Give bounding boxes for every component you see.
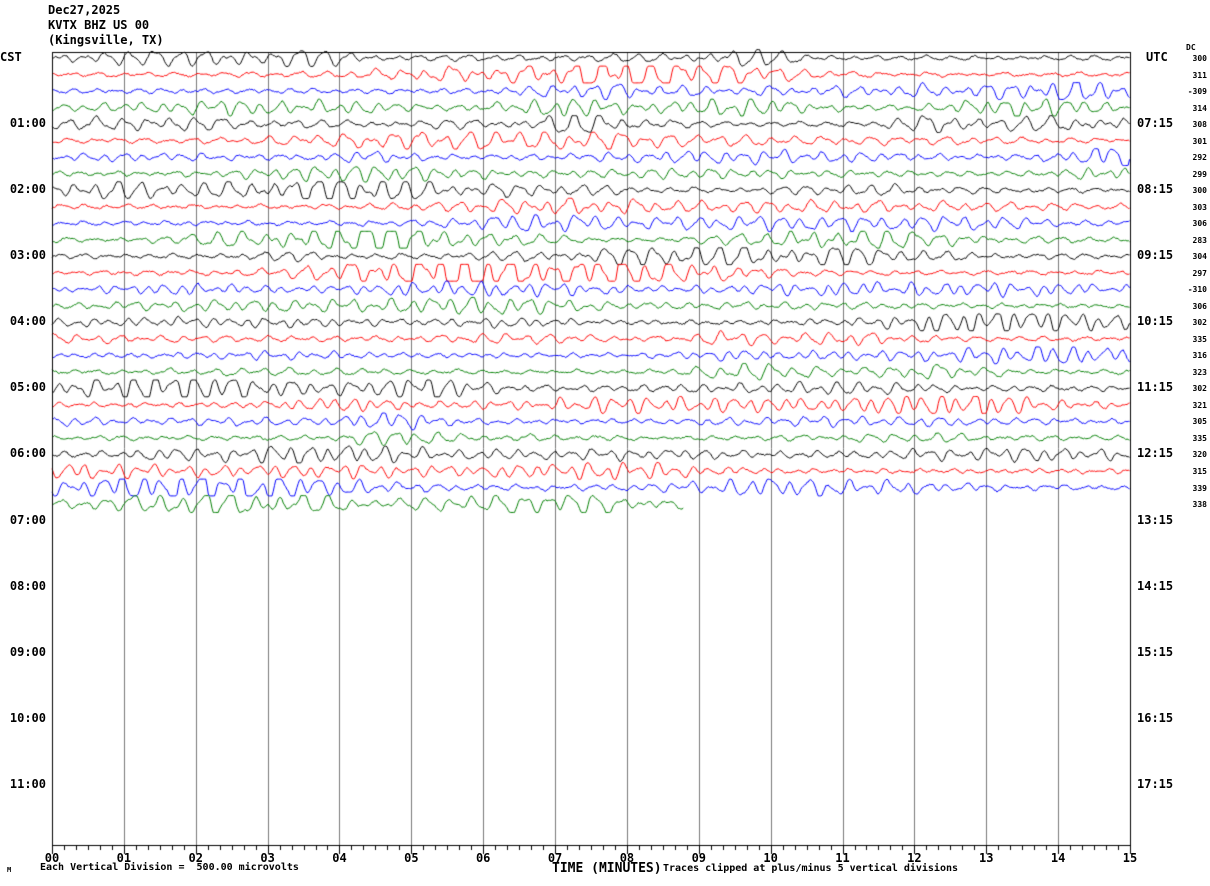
dc-offset-value: 335 xyxy=(1192,334,1207,344)
minute-axis-label: 00 xyxy=(44,851,60,865)
right-hour-label: 14:15 xyxy=(1137,578,1174,593)
dc-offset-value: 306 xyxy=(1192,301,1207,311)
dc-offset-value: 316 xyxy=(1192,351,1207,361)
dc-offset-value: 300 xyxy=(1192,186,1207,196)
left-hour-label: 02:00 xyxy=(9,182,46,197)
right-hour-label: 08:15 xyxy=(1137,182,1174,197)
dc-offset-value: 306 xyxy=(1192,219,1207,229)
left-hour-label: 07:00 xyxy=(9,512,46,527)
dc-offset-value: 302 xyxy=(1192,318,1207,328)
right-hour-label: 15:15 xyxy=(1137,644,1174,659)
left-hour-label: 03:00 xyxy=(9,248,46,263)
dc-offset-value: 320 xyxy=(1192,450,1207,460)
dc-offset-value: 301 xyxy=(1192,136,1207,146)
minute-axis-label: 08 xyxy=(619,851,635,865)
dc-offset-value: 308 xyxy=(1192,120,1207,130)
right-hour-label: 12:15 xyxy=(1137,446,1174,461)
footer-micro-mark: M xyxy=(7,866,12,874)
dc-offset-value: 315 xyxy=(1192,467,1207,476)
dc-offset-value: -310 xyxy=(1187,285,1207,295)
left-hour-label: 08:00 xyxy=(9,578,46,593)
dc-offset-value: 323 xyxy=(1192,367,1207,377)
dc-offset-value: 304 xyxy=(1192,252,1207,262)
minute-axis-label: 15 xyxy=(1122,851,1138,865)
footer-clip-note: Traces clipped at plus/minus 5 vertical … xyxy=(663,863,959,874)
x-axis-title: TIME (MINUTES) xyxy=(552,861,662,876)
minute-axis-label: 06 xyxy=(475,851,491,865)
dc-offset-value: 335 xyxy=(1192,433,1207,443)
right-hour-label: 09:15 xyxy=(1137,248,1174,263)
dc-offset-value: 300 xyxy=(1192,54,1207,63)
minute-axis-label: 09 xyxy=(691,851,707,865)
minute-axis-label: 03 xyxy=(260,851,275,865)
minute-axis-label: 13 xyxy=(979,851,994,865)
minute-axis-label: 05 xyxy=(404,851,419,865)
left-hour-label: 09:00 xyxy=(9,644,46,659)
right-hour-label: 10:15 xyxy=(1137,314,1174,329)
dc-offset-value: 321 xyxy=(1192,400,1207,410)
right-hour-label: 07:15 xyxy=(1137,116,1174,131)
minute-axis-label: 14 xyxy=(1050,851,1066,865)
left-hour-label: 04:00 xyxy=(9,314,46,329)
minute-axis-label: 11 xyxy=(835,851,850,865)
left-hour-label: 01:00 xyxy=(9,116,46,131)
right-hour-label: 11:15 xyxy=(1137,380,1174,395)
minute-axis-label: 12 xyxy=(907,851,922,865)
right-hour-label: 13:15 xyxy=(1137,512,1174,527)
dc-offset-value: -309 xyxy=(1187,87,1207,97)
minute-axis-label: 02 xyxy=(188,851,203,865)
left-hour-label: 10:00 xyxy=(9,710,46,725)
minute-axis-label: 01 xyxy=(116,851,132,865)
dc-offset-value: 292 xyxy=(1192,153,1207,163)
dc-offset-value: 305 xyxy=(1192,417,1207,427)
dc-offset-value: 297 xyxy=(1192,268,1207,278)
minute-axis-label: 07 xyxy=(547,851,563,865)
dc-offset-value: 314 xyxy=(1192,103,1207,113)
dc-offset-value: 283 xyxy=(1192,235,1207,245)
minute-axis-label: 04 xyxy=(332,851,347,865)
right-hour-label: 16:15 xyxy=(1137,710,1174,725)
left-hour-label: 06:00 xyxy=(9,446,46,461)
dc-offset-value: 302 xyxy=(1192,384,1207,394)
left-hour-label: 05:00 xyxy=(9,380,46,395)
dc-offset-value: 338 xyxy=(1192,500,1207,510)
left-hour-label: 11:00 xyxy=(9,776,46,791)
footer-scale-note: Each Vertical Division = 500.00 microvol… xyxy=(40,862,299,873)
minute-axis-label: 10 xyxy=(763,851,778,865)
right-hour-label: 17:15 xyxy=(1137,776,1174,791)
dc-offset-value: 303 xyxy=(1192,202,1207,212)
dc-offset-value: 299 xyxy=(1192,169,1207,179)
dc-offset-value: 339 xyxy=(1192,483,1207,493)
dc-offset-value: 311 xyxy=(1192,70,1207,80)
